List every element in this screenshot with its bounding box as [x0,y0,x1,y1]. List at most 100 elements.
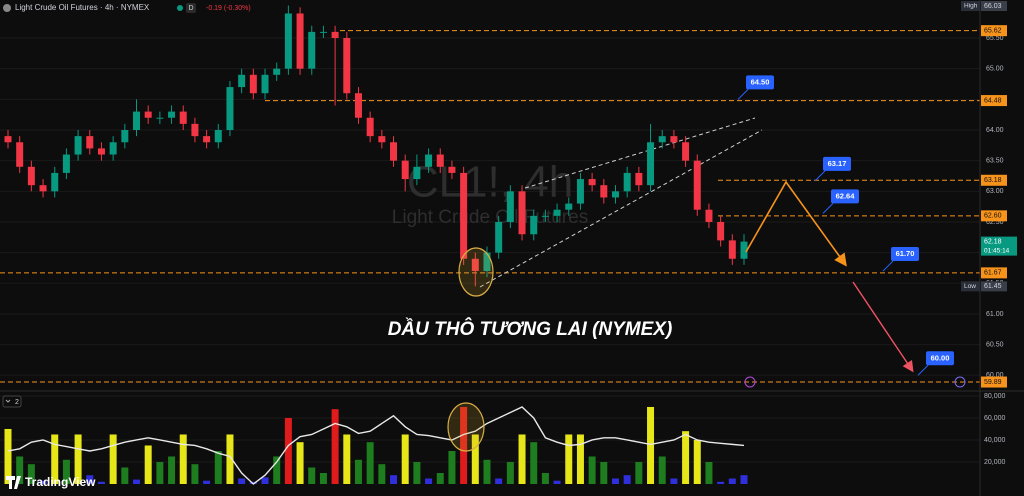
candle-body [109,142,117,155]
high-marker-value-bg [981,1,1007,11]
last-price: 62.18 [984,238,1002,245]
y-tick-label: 60.00 [986,372,1004,379]
volume-bar [16,456,24,484]
candle-body [238,74,246,88]
candle-body [483,252,491,272]
volume-bar [51,434,59,484]
volume-bar [4,428,12,484]
y-tick-label: 65.00 [986,66,1004,73]
candle-body [553,209,561,216]
projection-path [745,180,847,267]
y-tick-label: 61.00 [986,311,1004,318]
candle-body [682,142,690,161]
candle-body [97,148,105,155]
volume-bar [436,472,444,484]
candle-body [495,221,503,253]
volume-bar [682,431,690,484]
low-marker-value: 61.45 [984,283,1002,290]
callout-label: 61.70 [896,249,915,258]
event-icon[interactable] [744,376,756,388]
level-label-bg [981,376,1007,388]
candle-body [506,191,514,222]
candle-body [39,185,47,192]
candle-body [4,136,12,143]
overlays: DẦU THÔ TƯƠNG LAI (NYMEX) 64.50 63.17 62.6… [388,75,966,452]
y-tick-label: 62.50 [986,219,1004,226]
candle-body [86,136,94,149]
volume-bar [144,445,152,484]
candle-body [249,74,257,94]
candle-body [717,221,725,241]
candle-body [728,240,736,259]
volume-bar [670,478,678,484]
level-label-bg [981,267,1007,279]
volume-bar [378,464,386,484]
level-label: 62.60 [984,213,1002,220]
volume-bar [109,434,117,484]
candle-body [16,142,24,167]
pane-label: 2 [15,399,19,406]
candle-body [541,215,549,217]
callout-bg [831,189,859,204]
callout-bg [823,156,851,171]
volume-bar [168,456,176,484]
y-tick-label: 63.50 [986,158,1004,165]
level-label-bg [981,174,1007,186]
high-marker-label: High [964,3,978,10]
pane-toggle[interactable] [2,395,22,408]
level-label-bg [981,210,1007,222]
volume-bar [506,461,514,484]
volume-bar [635,461,643,484]
volume-bar [611,478,619,484]
y-tick-label: 63.00 [986,188,1004,195]
candle-body [343,38,351,94]
callout-pointer [882,260,894,272]
candle-body [308,31,316,69]
volume-bar [214,450,222,484]
callout-label: 63.17 [828,159,847,168]
candle-body [144,111,152,118]
y-tick-label: 60,000 [984,415,1006,422]
candle-body [530,215,538,235]
level-label: 63.18 [984,177,1002,184]
volume-bar [331,409,339,484]
volume-bar [401,434,409,484]
volume-bar [203,480,211,484]
candle-body [401,160,409,180]
candle-body [191,123,199,137]
candle-body [693,160,701,210]
callout-pointer [917,364,929,376]
level-label-bg [981,25,1007,37]
volume-bar [693,439,701,484]
volume-bar [62,459,70,484]
volume-bar [740,475,748,484]
event-icon[interactable] [954,376,966,388]
candle-body [588,179,596,186]
volume-bar [483,459,491,484]
volume-bar [717,481,725,484]
level-label: 61.67 [984,270,1002,277]
volume-bar [471,434,479,484]
callout-bg [926,351,954,366]
candle-body [670,136,678,143]
annotation: DẦU THÔ TƯƠNG LAI (NYMEX) [388,318,673,340]
candle-body [576,179,584,204]
candle-body [156,117,164,119]
volume-bar [425,478,433,484]
header: Light Crude Oil Futures · 4h · NYMEX D -… [2,3,251,489]
highlight-ellipse [458,247,494,297]
low-marker-bg [961,281,980,292]
callout-pointer [814,170,826,182]
candle-body [448,166,456,173]
volume-bar [296,442,304,484]
high-marker-value: 66.03 [984,3,1002,10]
volume-bar [273,456,281,484]
callout-label: 60.00 [931,353,950,362]
candle-body [460,172,468,259]
level-label: 65.62 [984,28,1002,35]
candle-body [425,154,433,167]
volume-bar [705,461,713,484]
candle-body [226,87,234,130]
